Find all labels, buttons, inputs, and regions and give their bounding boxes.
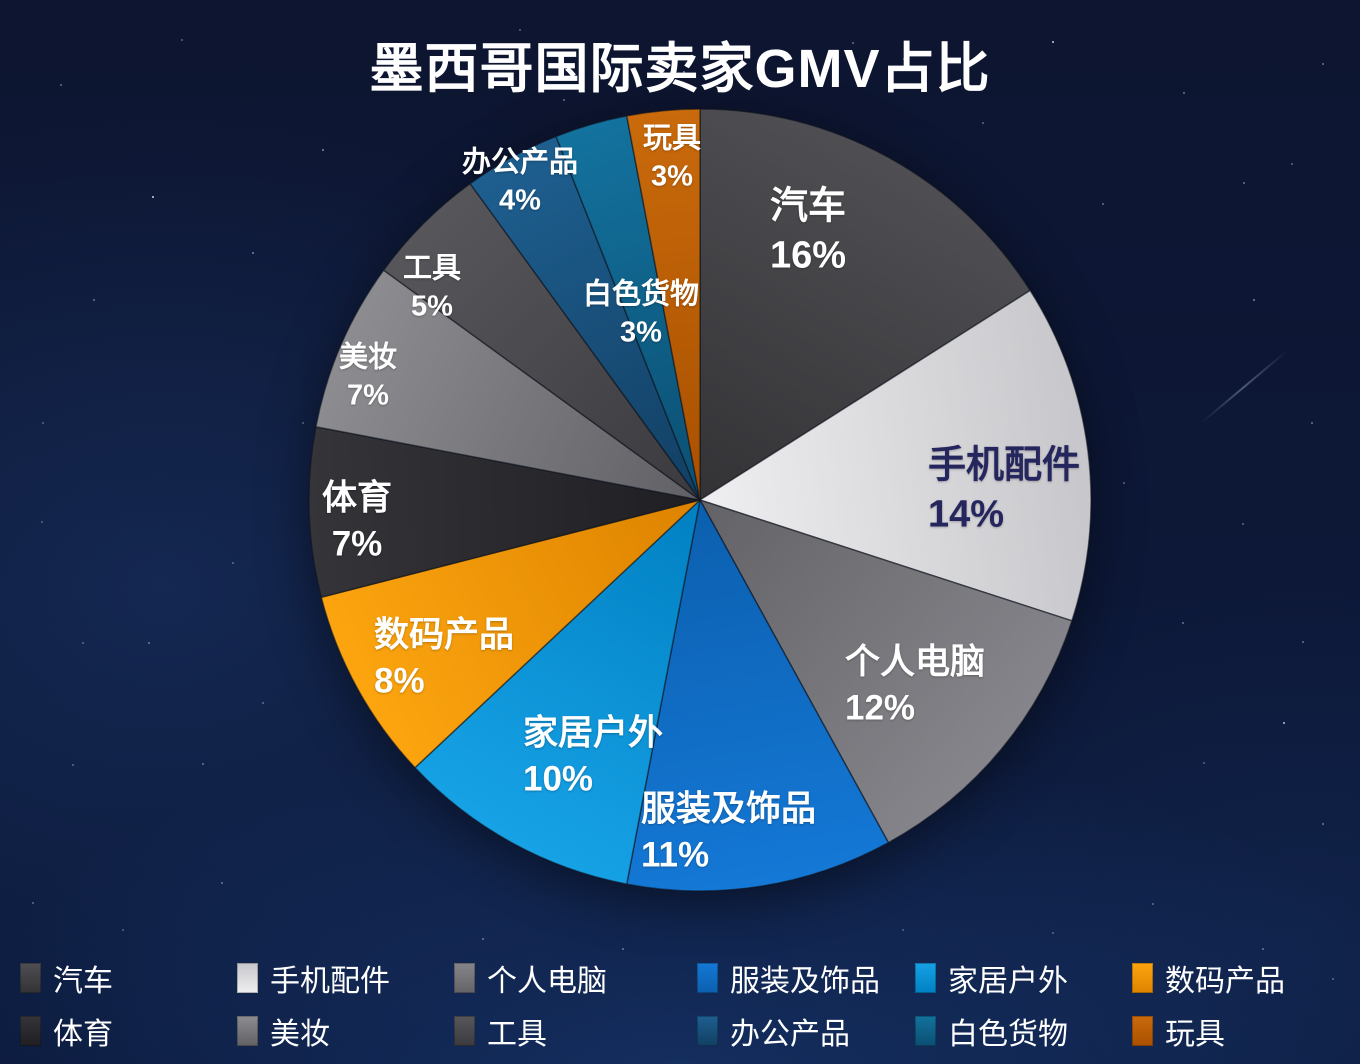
legend-swatch-icon: [237, 963, 258, 993]
legend-item-5: 家居户外: [915, 956, 1068, 1000]
legend-label: 服装及饰品: [730, 965, 880, 998]
legend-swatch-icon: [1132, 1016, 1153, 1046]
legend-swatch-icon: [454, 1016, 475, 1046]
chart-title: 墨西哥国际卖家GMV占比: [369, 39, 991, 99]
pie-slice-2: [699, 289, 1092, 622]
legend-swatch-icon: [1132, 963, 1153, 993]
legend-item-3: 个人电脑: [454, 956, 607, 1000]
legend-swatch-icon: [454, 963, 475, 993]
legend-label: 数码产品: [1165, 965, 1285, 998]
legend-swatch-icon: [915, 963, 936, 993]
legend-item-2: 手机配件: [237, 956, 390, 1000]
legend-swatch-icon: [20, 963, 41, 993]
pie-slice-3: [699, 499, 1073, 844]
legend-label: 玩具: [1165, 1018, 1225, 1051]
legend-label: 个人电脑: [487, 965, 607, 998]
legend-label: 手机配件: [270, 965, 390, 998]
legend-item-9: 工具: [454, 1009, 547, 1053]
legend-swatch-icon: [697, 1016, 718, 1046]
legend-item-1: 汽车: [20, 956, 113, 1000]
legend-label: 工具: [487, 1018, 547, 1051]
legend-item-7: 体育: [20, 1009, 113, 1053]
legend-label: 办公产品: [730, 1018, 850, 1051]
legend-swatch-icon: [20, 1016, 41, 1046]
legend-label: 美妆: [270, 1018, 330, 1051]
legend-label: 家居户外: [948, 965, 1068, 998]
legend-swatch-icon: [237, 1016, 258, 1046]
legend-label: 体育: [53, 1018, 113, 1051]
pie-slice-7: [308, 425, 701, 598]
legend-item-12: 玩具: [1132, 1009, 1225, 1053]
legend-item-8: 美妆: [237, 1009, 330, 1053]
legend-item-4: 服装及饰品: [697, 956, 880, 1000]
pie-slice-6: [320, 499, 701, 769]
legend-swatch-icon: [915, 1016, 936, 1046]
legend-item-6: 数码产品: [1132, 956, 1285, 1000]
pie-slice-8: [315, 269, 701, 501]
legend-item-11: 白色货物: [915, 1009, 1068, 1053]
legend-item-10: 办公产品: [697, 1009, 850, 1053]
pie-slice-4: [625, 499, 890, 892]
legend-swatch-icon: [697, 963, 718, 993]
legend-label: 白色货物: [948, 1018, 1068, 1051]
pie-slice-1: [699, 108, 1031, 501]
pie-slice-5: [414, 499, 701, 885]
legend-label: 汽车: [53, 965, 113, 998]
pie-slice-12: [625, 108, 701, 501]
